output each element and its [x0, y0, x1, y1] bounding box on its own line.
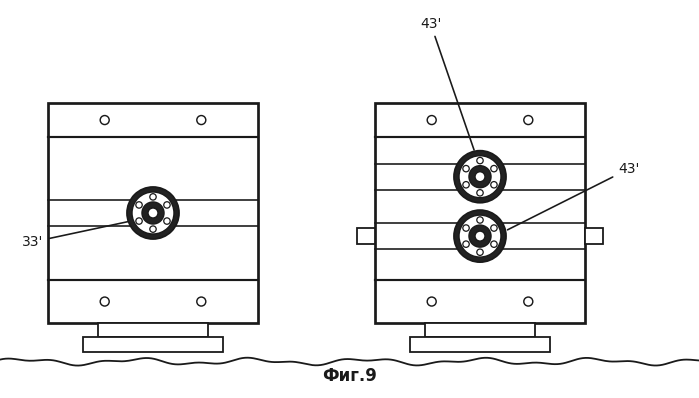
Text: 33': 33' — [22, 222, 129, 249]
Circle shape — [491, 225, 497, 231]
Circle shape — [477, 189, 483, 196]
Circle shape — [150, 226, 156, 232]
Circle shape — [164, 218, 170, 224]
Bar — [48, 103, 258, 323]
Circle shape — [454, 151, 506, 203]
Circle shape — [491, 166, 497, 172]
Circle shape — [475, 231, 485, 241]
Circle shape — [477, 249, 483, 256]
Bar — [410, 337, 550, 351]
Bar — [357, 228, 375, 244]
Bar — [585, 228, 603, 244]
Circle shape — [197, 297, 206, 306]
Circle shape — [463, 241, 469, 248]
Circle shape — [164, 202, 170, 208]
Circle shape — [127, 187, 179, 239]
Circle shape — [469, 225, 491, 247]
Circle shape — [475, 172, 485, 182]
Circle shape — [463, 181, 469, 188]
Circle shape — [454, 210, 506, 262]
Text: Фиг.9: Фиг.9 — [322, 367, 377, 385]
Circle shape — [491, 241, 497, 248]
Circle shape — [100, 115, 109, 125]
Circle shape — [477, 157, 483, 164]
Circle shape — [142, 202, 164, 224]
Circle shape — [463, 166, 469, 172]
Text: 43': 43' — [507, 162, 640, 230]
Circle shape — [150, 194, 156, 200]
Bar — [99, 323, 208, 337]
Bar — [83, 337, 223, 351]
Circle shape — [136, 202, 142, 208]
Text: 43': 43' — [420, 17, 474, 150]
Circle shape — [100, 297, 109, 306]
Circle shape — [427, 115, 436, 125]
Circle shape — [469, 166, 491, 188]
Circle shape — [524, 115, 533, 125]
Bar — [375, 103, 585, 323]
Circle shape — [463, 225, 469, 231]
Circle shape — [427, 297, 436, 306]
Circle shape — [459, 156, 501, 198]
Bar — [426, 323, 535, 337]
Circle shape — [477, 217, 483, 223]
Circle shape — [524, 297, 533, 306]
Circle shape — [459, 215, 501, 257]
Circle shape — [148, 208, 158, 218]
Circle shape — [197, 115, 206, 125]
Circle shape — [132, 192, 174, 234]
Circle shape — [136, 218, 142, 224]
Circle shape — [491, 181, 497, 188]
